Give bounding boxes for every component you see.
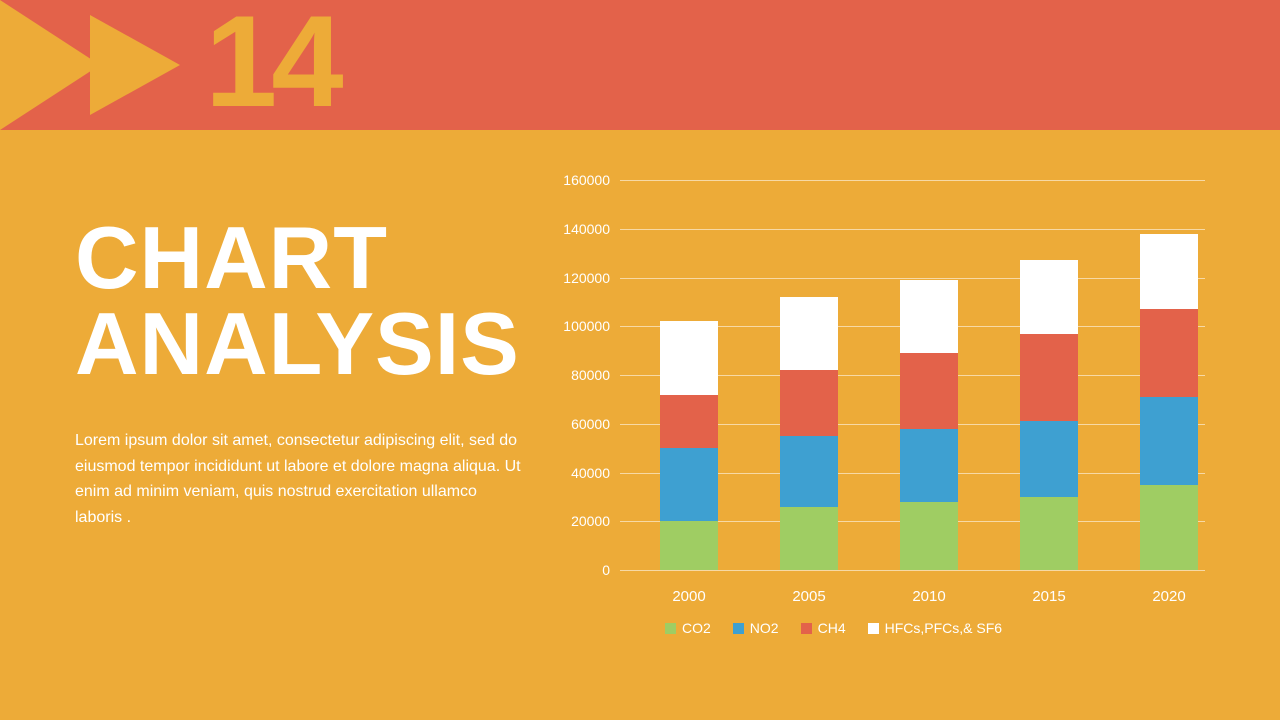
y-axis-label: 0 [540, 562, 610, 578]
page-number: 14 [205, 0, 338, 136]
bar-segment [780, 297, 838, 370]
x-axis-label: 2005 [780, 588, 838, 605]
header-band: 14 [0, 0, 1280, 130]
legend-item: HFCs,PFCs,& SF6 [868, 620, 1002, 636]
bar-segment [660, 448, 718, 521]
y-axis-label: 100000 [540, 318, 610, 334]
legend-swatch [868, 623, 879, 634]
bar-segment [900, 429, 958, 502]
x-axis-label: 2020 [1140, 588, 1198, 605]
bar-segment [780, 507, 838, 570]
legend-item: CO2 [665, 620, 711, 636]
gridline [620, 570, 1205, 571]
legend-swatch [733, 623, 744, 634]
bar-segment [1140, 397, 1198, 485]
gridline [620, 180, 1205, 181]
bar-group: 2020 [1140, 234, 1198, 570]
y-axis-label: 40000 [540, 465, 610, 481]
bar-group: 2010 [900, 280, 958, 570]
bar-segment [1020, 497, 1078, 570]
bar-segment [900, 502, 958, 570]
bar-segment [780, 370, 838, 436]
bar-segment [660, 321, 718, 394]
x-axis-label: 2010 [900, 588, 958, 605]
gridline [620, 278, 1205, 279]
bar-group: 2005 [780, 297, 838, 570]
y-axis-label: 120000 [540, 270, 610, 286]
y-axis-label: 20000 [540, 513, 610, 529]
bar-segment [1020, 421, 1078, 497]
slide-title: CHART ANALYSIS [75, 215, 520, 387]
bar-segment [780, 436, 838, 507]
bar-group: 2000 [660, 321, 718, 570]
bar-segment [1140, 309, 1198, 397]
y-axis-label: 160000 [540, 172, 610, 188]
bar-segment [660, 395, 718, 449]
chart-legend: CO2 NO2 CH4 HFCs,PFCs,& SF6 [665, 620, 1002, 636]
bar-segment [1020, 260, 1078, 333]
bar-segment [900, 353, 958, 429]
legend-label: CO2 [682, 620, 711, 636]
bar-segment [1020, 334, 1078, 422]
chart-plot-area: 0200004000060000800001000001200001400001… [620, 180, 1205, 570]
legend-item: CH4 [801, 620, 846, 636]
y-axis-label: 80000 [540, 367, 610, 383]
title-line-1: CHART [75, 208, 388, 307]
legend-item: NO2 [733, 620, 779, 636]
double-arrow-icon [0, 0, 200, 130]
bar-segment [660, 521, 718, 570]
legend-swatch [801, 623, 812, 634]
legend-label: CH4 [818, 620, 846, 636]
y-axis-label: 140000 [540, 221, 610, 237]
bar-group: 2015 [1020, 260, 1078, 570]
legend-label: NO2 [750, 620, 779, 636]
y-axis-label: 60000 [540, 416, 610, 432]
x-axis-label: 2015 [1020, 588, 1078, 605]
legend-label: HFCs,PFCs,& SF6 [885, 620, 1002, 636]
legend-swatch [665, 623, 676, 634]
bar-segment [1140, 485, 1198, 570]
title-line-2: ANALYSIS [75, 294, 520, 393]
bar-segment [1140, 234, 1198, 310]
gridline [620, 229, 1205, 230]
body-text: Lorem ipsum dolor sit amet, consectetur … [75, 428, 525, 530]
x-axis-label: 2000 [660, 588, 718, 605]
bar-segment [900, 280, 958, 353]
emissions-chart: 0200004000060000800001000001200001400001… [545, 180, 1205, 650]
